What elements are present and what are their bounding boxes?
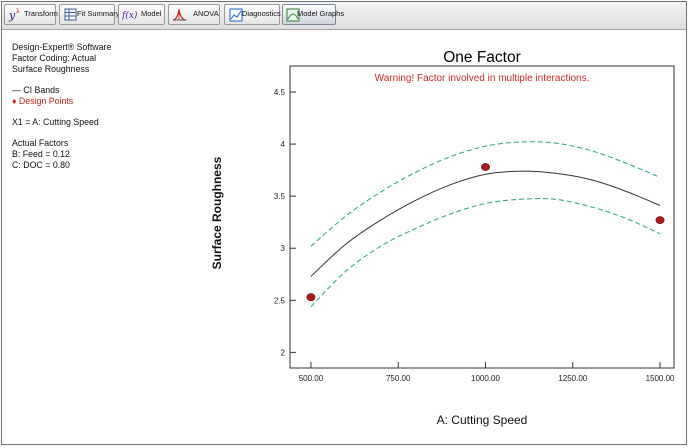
tab-anova[interactable]: ANOVA <box>168 4 220 25</box>
diagnostics-icon <box>228 7 243 22</box>
tab-label: Diagnostics <box>242 9 281 18</box>
distribution-icon <box>172 7 187 22</box>
tab-label: Model Graphs <box>297 9 345 18</box>
y-tick-label: 4 <box>281 140 286 149</box>
x-tick-label: 1250.00 <box>558 374 587 383</box>
tab-label: Transform <box>24 9 58 18</box>
tab-label: ANOVA <box>193 9 219 18</box>
tab-label: Fit Summary <box>77 9 120 18</box>
x-axis-label: A: Cutting Speed <box>436 413 528 427</box>
x1-factor: X1 = A: Cutting Speed <box>12 117 99 127</box>
model-graphs-icon <box>285 7 300 22</box>
x-tick-label: 1500.00 <box>646 374 675 383</box>
factor-coding: Factor Coding: Actual <box>12 53 97 63</box>
y-tick-label: 3.5 <box>274 192 286 201</box>
x-tick-label: 500.00 <box>299 374 324 383</box>
table-icon <box>63 7 78 22</box>
y-tick-label: 2.5 <box>274 296 286 305</box>
legend-design-points: ♦ Design Points <box>12 96 74 106</box>
chart-warning: Warning! Factor involved in multiple int… <box>374 73 590 84</box>
factor-b: B: Feed = 0.12 <box>12 149 70 159</box>
actual-factors-title: Actual Factors <box>12 138 69 148</box>
y-tick-label: 3 <box>281 244 286 253</box>
fx-icon: f(x) <box>122 7 140 22</box>
prediction-line <box>310 170 661 277</box>
x-tick-label: 1000.00 <box>471 374 500 383</box>
tab-fit-summary[interactable]: Fit Summary <box>59 4 120 25</box>
tab-model[interactable]: f(x) Model <box>118 4 165 25</box>
y-tick-label: 4.5 <box>274 88 286 97</box>
software-name: Design-Expert® Software <box>12 42 112 52</box>
svg-text:λ: λ <box>16 8 20 15</box>
design-point <box>306 293 316 302</box>
x-tick-label: 750.00 <box>386 374 411 383</box>
plot-area <box>289 65 675 369</box>
y-tick-label: 2 <box>281 348 286 357</box>
chart-title: One Factor <box>443 49 521 66</box>
tab-model-graphs[interactable]: Model Graphs <box>282 4 344 25</box>
design-point <box>655 216 665 225</box>
legend-ci-bands: — CI Bands <box>12 85 60 95</box>
svg-text:y: y <box>8 9 16 22</box>
ci-band-line <box>310 141 661 247</box>
tab-diagnostics[interactable]: Diagnostics <box>224 4 281 25</box>
response-name: Surface Roughness <box>12 64 90 74</box>
ci-band-line <box>310 198 661 307</box>
factor-c: C: DOC = 0.80 <box>12 160 70 170</box>
design-point <box>480 163 490 171</box>
svg-text:f(x): f(x) <box>122 10 138 21</box>
tab-label: Model <box>141 9 162 18</box>
